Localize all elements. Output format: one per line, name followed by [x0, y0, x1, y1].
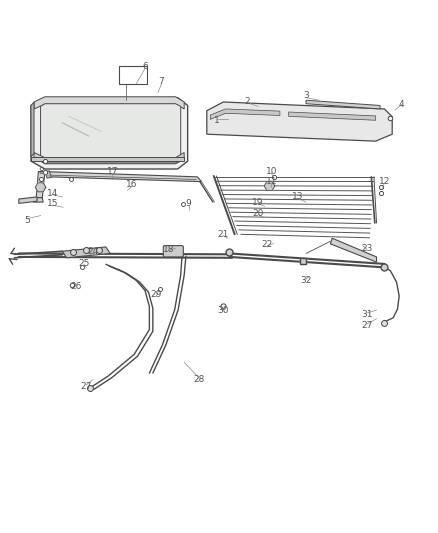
Polygon shape	[264, 181, 275, 190]
Text: 18: 18	[163, 245, 175, 254]
Bar	[119, 66, 147, 84]
Polygon shape	[330, 238, 377, 262]
Text: 11: 11	[266, 177, 278, 186]
Text: 4: 4	[399, 100, 405, 109]
Text: 6: 6	[142, 62, 148, 71]
Text: 27: 27	[81, 382, 92, 391]
Text: 28: 28	[194, 375, 205, 384]
Polygon shape	[34, 97, 184, 109]
Text: 27: 27	[361, 321, 373, 330]
Polygon shape	[19, 197, 37, 204]
Text: 25: 25	[78, 259, 90, 268]
Text: 2: 2	[244, 96, 250, 106]
Polygon shape	[207, 102, 392, 141]
Text: 23: 23	[361, 244, 373, 253]
Polygon shape	[34, 152, 184, 163]
Text: 21: 21	[218, 230, 229, 239]
Polygon shape	[36, 172, 45, 198]
Polygon shape	[35, 183, 46, 192]
Text: 31: 31	[361, 310, 373, 319]
Polygon shape	[289, 112, 376, 120]
Polygon shape	[45, 171, 51, 178]
Text: 19: 19	[252, 198, 264, 207]
Polygon shape	[41, 104, 181, 164]
Text: 17: 17	[106, 167, 118, 176]
Polygon shape	[31, 102, 34, 157]
Polygon shape	[45, 172, 201, 182]
Text: 32: 32	[300, 276, 312, 285]
Text: 16: 16	[126, 180, 138, 189]
Polygon shape	[31, 98, 187, 169]
Text: 15: 15	[47, 199, 59, 208]
Text: 8: 8	[39, 167, 44, 176]
FancyBboxPatch shape	[163, 246, 184, 257]
Polygon shape	[210, 109, 280, 119]
Text: 9: 9	[186, 199, 191, 208]
Polygon shape	[31, 157, 184, 161]
Text: 20: 20	[252, 209, 264, 218]
Text: 29: 29	[151, 290, 162, 300]
Polygon shape	[306, 100, 380, 109]
Text: 24: 24	[87, 247, 99, 256]
Text: 14: 14	[47, 189, 58, 198]
Text: 1: 1	[214, 116, 220, 125]
Text: 30: 30	[218, 306, 229, 316]
Text: 10: 10	[265, 167, 277, 176]
Text: 13: 13	[292, 192, 303, 201]
Polygon shape	[62, 247, 110, 258]
Text: 22: 22	[261, 240, 272, 249]
Text: 12: 12	[379, 177, 390, 186]
Text: 5: 5	[25, 216, 30, 225]
Text: 26: 26	[71, 281, 82, 290]
Polygon shape	[33, 198, 43, 202]
Text: 3: 3	[303, 91, 309, 100]
Text: 7: 7	[159, 77, 164, 86]
